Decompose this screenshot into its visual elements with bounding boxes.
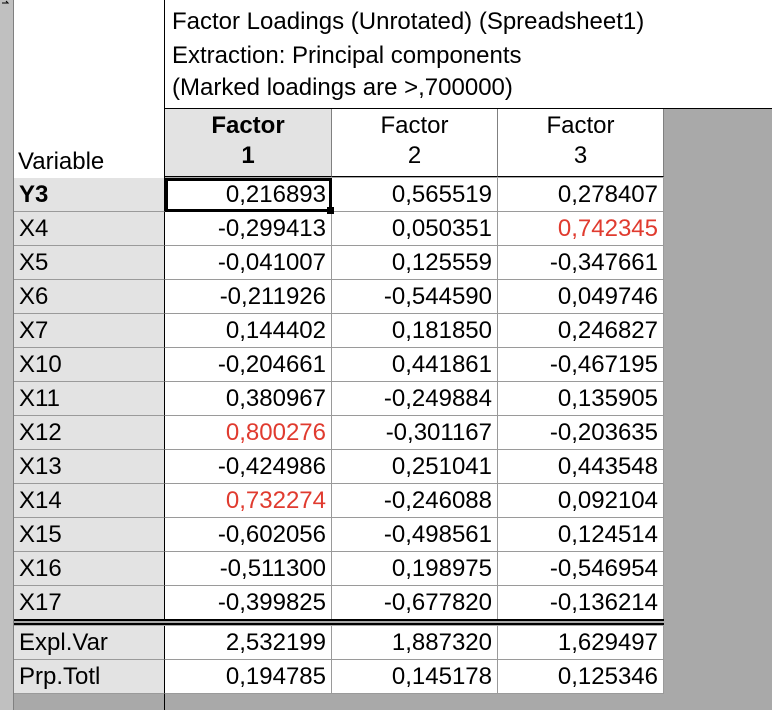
- empty-header-area: [664, 109, 772, 177]
- table-cell[interactable]: -0,136214: [498, 586, 664, 620]
- title-line-1: Factor Loadings (Unrotated) (Spreadsheet…: [172, 8, 645, 35]
- table-cell[interactable]: 0,092104: [498, 484, 664, 518]
- table-cell[interactable]: 0,251041: [332, 450, 498, 484]
- row-header[interactable]: X10: [14, 348, 165, 382]
- table-cell[interactable]: 0,565519: [332, 178, 498, 212]
- table-cell[interactable]: -0,347661: [498, 246, 664, 280]
- row-header[interactable]: X14: [14, 484, 165, 518]
- summary-separator: [14, 619, 664, 621]
- table-cell[interactable]: 0,732274: [165, 484, 332, 518]
- table-cell[interactable]: 0,278407: [498, 178, 664, 212]
- row-header[interactable]: X15: [14, 518, 165, 552]
- table-cell[interactable]: 1,887320: [332, 626, 498, 660]
- row-header[interactable]: X11: [14, 382, 165, 416]
- table-cell[interactable]: -0,301167: [332, 416, 498, 450]
- row-header[interactable]: X16: [14, 552, 165, 586]
- table-cell[interactable]: -0,299413: [165, 212, 332, 246]
- column-header-line-1: Factor: [380, 112, 449, 139]
- table-cell[interactable]: -0,424986: [165, 450, 332, 484]
- table-cell[interactable]: 0,443548: [498, 450, 664, 484]
- variable-column-header[interactable]: Variable: [14, 0, 165, 178]
- row-header[interactable]: X13: [14, 450, 165, 484]
- column-header-line-1: Factor: [211, 112, 285, 139]
- column-header-line-2: 1: [241, 142, 255, 169]
- table-cell[interactable]: 0,125559: [332, 246, 498, 280]
- table-cell[interactable]: 0,124514: [498, 518, 664, 552]
- table-cell[interactable]: -0,602056: [165, 518, 332, 552]
- table-cell[interactable]: 0,800276: [165, 416, 332, 450]
- table-cell[interactable]: -0,546954: [498, 552, 664, 586]
- row-header[interactable]: X5: [14, 246, 165, 280]
- empty-row-area: [14, 694, 165, 710]
- table-cell[interactable]: 0,181850: [332, 314, 498, 348]
- table-cell[interactable]: -0,511300: [165, 552, 332, 586]
- table-cell[interactable]: -0,203635: [498, 416, 664, 450]
- table-title: Factor Loadings (Unrotated) (Spreadsheet…: [165, 0, 772, 109]
- row-header[interactable]: X4: [14, 212, 165, 246]
- column-header-line-1: Factor: [546, 112, 615, 139]
- table-cell[interactable]: -0,498561: [332, 518, 498, 552]
- table-cell[interactable]: -0,204661: [165, 348, 332, 382]
- corner-arrow-icon: [2, 0, 10, 4]
- table-cell[interactable]: 0,441861: [332, 348, 498, 382]
- table-cell[interactable]: 0,198975: [332, 552, 498, 586]
- table-cell[interactable]: -0,467195: [498, 348, 664, 382]
- row-header[interactable]: Y3: [14, 178, 165, 212]
- table-cell[interactable]: 0,135905: [498, 382, 664, 416]
- column-header-factor-2[interactable]: Factor 2: [332, 109, 498, 177]
- table-cell[interactable]: 0,050351: [332, 212, 498, 246]
- column-header-factor-3[interactable]: Factor 3: [498, 109, 664, 177]
- column-header-line-2: 2: [407, 142, 422, 169]
- column-header-line-2: 3: [573, 142, 588, 169]
- column-header-factor-1[interactable]: Factor 1: [165, 109, 332, 177]
- table-cell[interactable]: -0,249884: [332, 382, 498, 416]
- table-cell[interactable]: 0,194785: [165, 660, 332, 694]
- table-cell[interactable]: -0,211926: [165, 280, 332, 314]
- selection-fill-handle[interactable]: [327, 207, 334, 214]
- summary-separator: [14, 623, 664, 625]
- row-header[interactable]: X17: [14, 586, 165, 620]
- table-cell[interactable]: 0,742345: [498, 212, 664, 246]
- row-header[interactable]: Expl.Var: [14, 626, 165, 660]
- table-cell[interactable]: 1,629497: [498, 626, 664, 660]
- table-cell[interactable]: -0,544590: [332, 280, 498, 314]
- table-cell[interactable]: -0,246088: [332, 484, 498, 518]
- table-cell[interactable]: 0,216893: [165, 178, 332, 212]
- table-cell[interactable]: -0,041007: [165, 246, 332, 280]
- row-gutter: [0, 0, 14, 710]
- variable-header-label: Variable: [18, 148, 105, 175]
- row-header[interactable]: X6: [14, 280, 165, 314]
- table-cell[interactable]: 2,532199: [165, 626, 332, 660]
- row-header[interactable]: X7: [14, 314, 165, 348]
- table-cell[interactable]: -0,677820: [332, 586, 498, 620]
- row-header[interactable]: Prp.Totl: [14, 660, 165, 694]
- title-line-2: Extraction: Principal components: [172, 42, 522, 69]
- table-cell[interactable]: 0,144402: [165, 314, 332, 348]
- row-header[interactable]: X12: [14, 416, 165, 450]
- table-cell[interactable]: -0,399825: [165, 586, 332, 620]
- table-cell[interactable]: 0,246827: [498, 314, 664, 348]
- table-cell[interactable]: 0,049746: [498, 280, 664, 314]
- table-cell[interactable]: 0,125346: [498, 660, 664, 694]
- table-cell[interactable]: 0,380967: [165, 382, 332, 416]
- title-line-3: (Marked loadings are >,700000): [172, 74, 513, 101]
- table-cell[interactable]: 0,145178: [332, 660, 498, 694]
